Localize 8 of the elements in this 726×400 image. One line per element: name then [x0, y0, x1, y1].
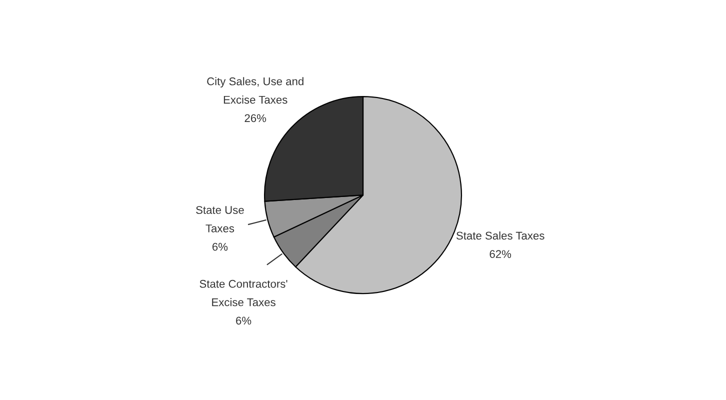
- slice-label: State Use Taxes: [196, 206, 244, 232]
- slice-label: City Sales, Use and Excise Taxes: [207, 77, 304, 104]
- data-label: 62%: [490, 250, 512, 258]
- data-label: 6%: [212, 242, 228, 251]
- data-label: 6%: [236, 316, 252, 325]
- slice-label: State Sales Taxes: [456, 231, 544, 240]
- data-label: 26%: [244, 114, 266, 122]
- slice-label: State Contractors' Excise Taxes: [200, 280, 288, 306]
